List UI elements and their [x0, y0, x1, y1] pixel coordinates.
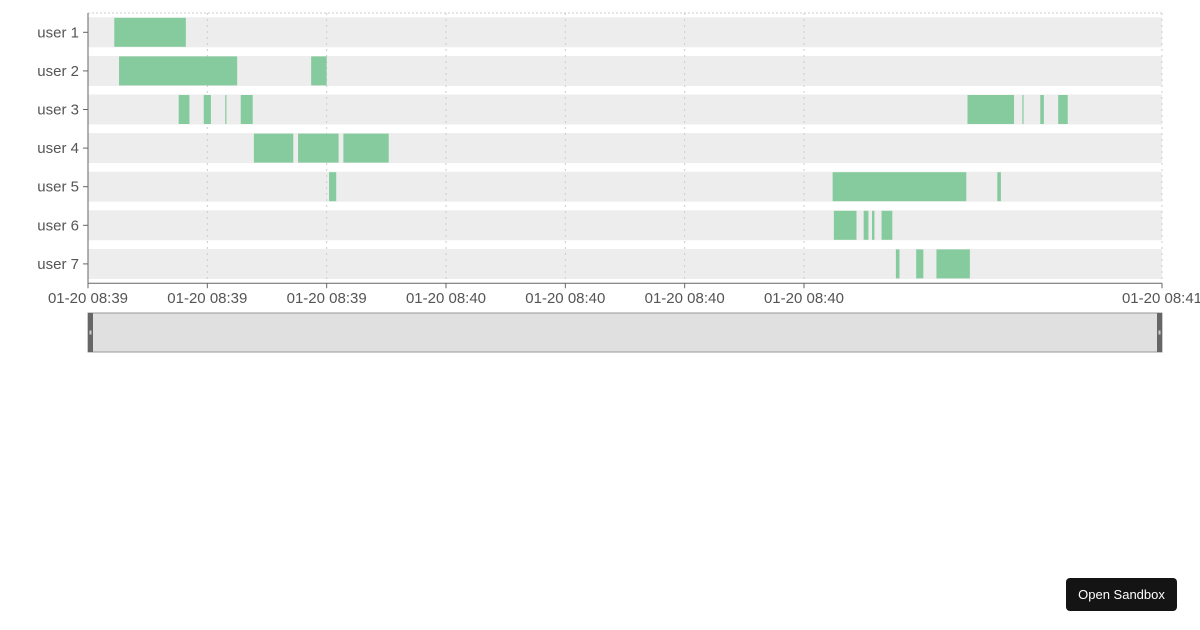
segment-bar — [881, 210, 893, 240]
row-track — [88, 17, 1162, 48]
grid-lines — [87, 12, 1163, 284]
segment-bar — [329, 172, 337, 202]
zoom-left-grip — [89, 330, 92, 335]
row-track — [88, 55, 1162, 86]
segment-bar — [967, 95, 1015, 124]
x-tick-label: 01-20 08:41 — [1122, 290, 1200, 307]
segment-bar — [863, 210, 869, 240]
x-tick-label: 01-20 08:40 — [525, 290, 605, 307]
zoom-window — [87, 312, 1163, 353]
x-tick-label: 01-20 08:40 — [764, 290, 844, 307]
zoom-right-grip — [1158, 330, 1161, 335]
segment-bar — [1040, 95, 1044, 124]
x-tick-label: 01-20 08:39 — [287, 290, 367, 307]
segment-bar — [833, 210, 857, 240]
segment-bar — [997, 172, 1001, 202]
y-tick-label: user 3 — [37, 102, 79, 119]
row-track — [88, 248, 1162, 279]
y-tick-label: user 1 — [37, 24, 79, 41]
y-tick-label: user 6 — [37, 217, 79, 234]
segment-bar — [1022, 95, 1024, 124]
x-tick-label: 01-20 08:39 — [48, 290, 128, 307]
segment-bar — [298, 133, 339, 163]
segment-bar — [936, 249, 970, 279]
x-tick-label: 01-20 08:39 — [167, 290, 247, 307]
row-tracks — [88, 17, 1162, 279]
segment-bar — [872, 210, 875, 240]
row-track — [88, 210, 1162, 241]
x-tick-label: 01-20 08:40 — [406, 290, 486, 307]
segment-bar — [311, 56, 327, 86]
y-axis-labels: user 1 user 2 user 3 user 4 user 5 user 6 user… — [37, 24, 79, 273]
segment-bar — [343, 133, 389, 163]
segment-bar — [240, 95, 253, 124]
y-tick-label: user 4 — [37, 140, 79, 157]
segment-bar — [1058, 95, 1068, 124]
data-zoom-slider[interactable] — [87, 312, 1163, 353]
y-tick-label: user 2 — [37, 63, 79, 80]
x-tick-label: 01-20 08:40 — [645, 290, 725, 307]
segment-bar — [178, 95, 190, 124]
axes — [83, 13, 1163, 289]
segment-bars — [114, 17, 1068, 279]
y-tick-label: user 5 — [37, 179, 79, 196]
segment-bar — [253, 133, 294, 163]
y-tick-label: user 7 — [37, 256, 79, 273]
segment-bar — [119, 56, 238, 86]
segment-bar — [114, 17, 186, 47]
segment-bar — [916, 249, 924, 279]
row-track — [88, 171, 1162, 202]
segment-bar — [203, 95, 211, 124]
x-axis-labels: 01-20 08:39 01-20 08:39 01-20 08:39 01-20 0… — [48, 290, 1200, 307]
segment-bar — [895, 249, 900, 279]
segment-bar — [832, 172, 967, 202]
open-sandbox-button[interactable]: Open Sandbox — [1066, 578, 1177, 611]
row-track — [88, 133, 1162, 164]
segment-bar — [225, 95, 227, 124]
